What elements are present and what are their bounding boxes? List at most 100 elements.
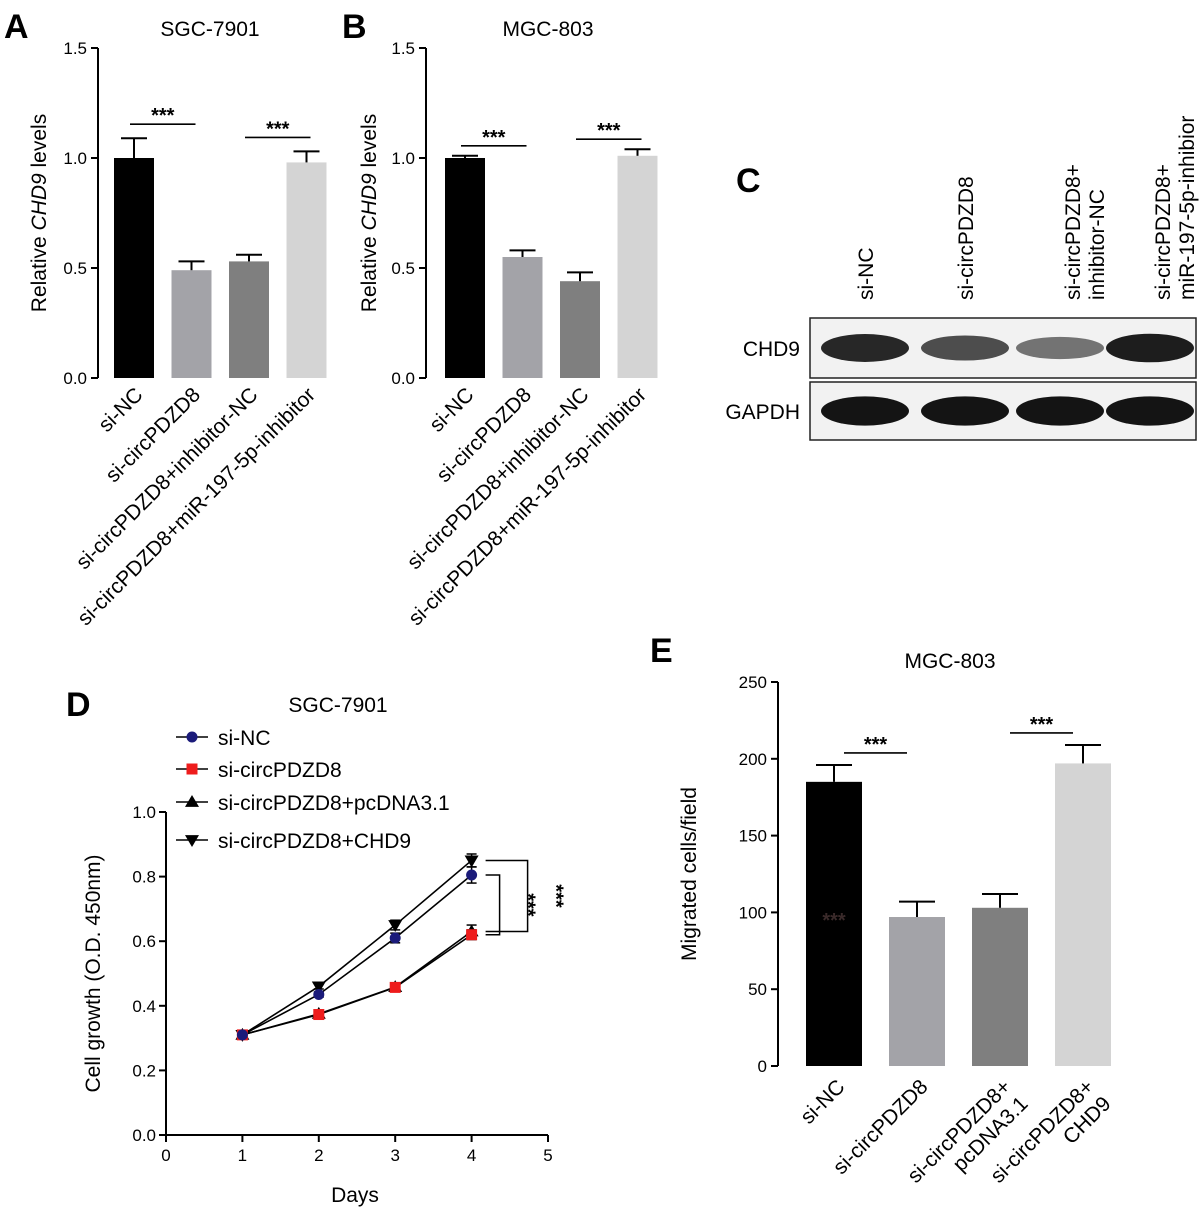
data-point: [311, 981, 326, 994]
data-point: [313, 988, 325, 1000]
y-axis-label: Migrated cells/field: [678, 787, 701, 961]
lane-label-line: si-NC: [855, 248, 878, 301]
x-category-label: si-NC: [94, 383, 147, 436]
x-tick-label: 4: [467, 1146, 476, 1165]
x-category-label-line: si-NC: [796, 1075, 849, 1128]
x-category-label-line: si-NC: [94, 383, 147, 436]
y-tick-label: 50: [748, 980, 767, 999]
y-tick-label: 1.0: [63, 149, 87, 168]
x-tick-label: 5: [543, 1146, 552, 1165]
bar: [1055, 763, 1111, 1066]
significance-marker: ***: [1030, 714, 1054, 736]
lane-label-line: si-circPDZD8+: [1152, 164, 1175, 300]
y-axis-label: Relative CHD9 levels: [358, 114, 381, 312]
x-category-label: si-NC: [796, 1075, 849, 1128]
y-label-part: Relative: [28, 231, 51, 313]
chart-title: MGC-803: [904, 650, 995, 673]
panel-b-bar-chart: MGC-803 0.0 0.5 1.0 1.5 Relative CHD9 levels s…: [358, 18, 658, 630]
y-tick-label: 0.4: [132, 997, 156, 1016]
series-line: [242, 930, 473, 1036]
blot-band: [821, 396, 909, 426]
y-tick-label: 0.2: [132, 1061, 156, 1080]
bar: [617, 155, 658, 378]
significance-marker: ***: [151, 105, 175, 127]
y-tick-label: 1.5: [391, 39, 415, 58]
y-tick-label: 1.0: [132, 803, 156, 822]
bar: [171, 270, 212, 378]
blot-row-label: CHD9: [743, 338, 800, 361]
data-point: [388, 920, 403, 933]
series-line: [242, 934, 473, 1036]
bar: [972, 907, 1028, 1066]
lane-label: si-circPDZD8+inhibitor-NC: [1062, 164, 1109, 300]
significance-bracket: [485, 874, 501, 936]
bar: [806, 781, 862, 1066]
legend-marker: [186, 731, 198, 743]
x-category-label-line: si-NC: [425, 383, 478, 436]
significance-bracket: [485, 859, 529, 933]
bar: [445, 158, 485, 378]
x-axis-label: Days: [331, 1184, 379, 1207]
blot-band: [1016, 396, 1104, 426]
data-point: [389, 932, 401, 944]
y-tick-label: 100: [739, 903, 767, 922]
legend-marker: [185, 795, 199, 807]
significance-marker: ***: [545, 884, 567, 908]
stray-significance-marker: ***: [822, 910, 846, 932]
panel-label-b: B: [342, 8, 367, 46]
data-point: [466, 929, 478, 941]
y-tick-label: 0.5: [63, 259, 87, 278]
panel-label-e: E: [650, 632, 673, 670]
y-tick-label: 200: [739, 750, 767, 769]
legend-label: si-circPDZD8+pcDNA3.1: [218, 792, 450, 815]
y-tick-label: 250: [739, 673, 767, 692]
significance-marker: ***: [864, 734, 888, 756]
data-point: [464, 855, 479, 868]
chart-title: SGC-7901: [288, 694, 387, 717]
y-axis-label: Relative CHD9 levels: [28, 114, 51, 312]
blot-band: [921, 335, 1009, 361]
y-tick-label: 150: [739, 827, 767, 846]
panel-label-a: A: [4, 8, 29, 46]
blot-band: [821, 334, 909, 362]
y-tick-label: 0.6: [132, 932, 156, 951]
legend-label: si-NC: [218, 727, 271, 750]
lane-label-line: inhibitor-NC: [1086, 189, 1109, 300]
y-tick-label: 0: [758, 1057, 767, 1076]
panel-e-bar-chart: MGC-803 0 50 100 150 200 250 Migrated cells/fie…: [678, 650, 1116, 1188]
data-point: [466, 869, 478, 881]
blot-band: [1106, 333, 1194, 363]
panel-label-c: C: [736, 162, 761, 200]
lane-label-line: miR-197-5p-inhibior: [1176, 116, 1199, 300]
panel-a-bar-chart: SGC-7901 0.0 0.5 1.0 1.5 Relative CHD9 levels…: [28, 18, 327, 630]
y-tick-label: 0.0: [63, 369, 87, 388]
series-line: [241, 859, 473, 1036]
y-label-part: levels: [28, 114, 51, 174]
legend-label: si-circPDZD8+CHD9: [218, 830, 411, 853]
bar: [889, 917, 945, 1066]
data-point: [236, 1029, 248, 1041]
lane-label: si-circPDZD8: [955, 176, 978, 300]
x-tick-label: 0: [161, 1146, 170, 1165]
lane-label: si-NC: [855, 248, 878, 301]
bar: [502, 257, 543, 378]
y-axis-label: Cell growth (O.D. 450nm): [82, 854, 105, 1092]
significance-marker: ***: [482, 127, 506, 149]
significance-marker: ***: [597, 120, 621, 142]
legend-marker: [186, 763, 198, 775]
legend-label: si-circPDZD8: [218, 759, 342, 782]
panel-label-d: D: [66, 686, 91, 724]
bar: [114, 158, 154, 378]
y-tick-label: 1.0: [391, 149, 415, 168]
y-tick-label: 0.5: [391, 259, 415, 278]
data-point: [313, 1009, 325, 1021]
bar: [560, 281, 600, 378]
y-label-italic-part: CHD9: [28, 173, 51, 230]
y-label-part: levels: [358, 114, 381, 174]
blot-row-label: GAPDH: [725, 401, 800, 424]
series-line: [242, 874, 473, 1036]
y-label-part: Relative: [358, 231, 381, 313]
data-point: [389, 981, 401, 993]
blot-band: [1106, 396, 1194, 426]
chart-title: SGC-7901: [160, 18, 259, 41]
